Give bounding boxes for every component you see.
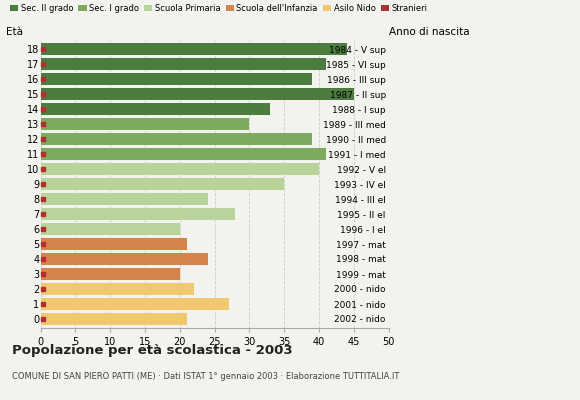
Bar: [41, 163, 319, 175]
Text: Popolazione per età scolastica - 2003: Popolazione per età scolastica - 2003: [12, 344, 292, 357]
Text: COMUNE DI SAN PIERO PATTI (ME) · Dati ISTAT 1° gennaio 2003 · Elaborazione TUTTI: COMUNE DI SAN PIERO PATTI (ME) · Dati IS…: [12, 372, 399, 381]
Bar: [41, 193, 208, 205]
Bar: [41, 298, 229, 310]
Bar: [41, 43, 347, 55]
Bar: [41, 178, 284, 190]
Legend: Sec. II grado, Sec. I grado, Scuola Primaria, Scuola dell'Infanzia, Asilo Nido, : Sec. II grado, Sec. I grado, Scuola Prim…: [10, 4, 427, 13]
Text: Età: Età: [6, 27, 23, 37]
Bar: [41, 253, 208, 265]
Text: Anno di nascita: Anno di nascita: [389, 27, 469, 37]
Bar: [41, 283, 194, 295]
Bar: [41, 208, 235, 220]
Bar: [41, 313, 187, 325]
Bar: [41, 88, 354, 100]
Bar: [41, 223, 180, 235]
Bar: [41, 268, 180, 280]
Bar: [41, 118, 249, 130]
Bar: [41, 73, 312, 85]
Bar: [41, 133, 312, 145]
Bar: [41, 238, 187, 250]
Bar: [41, 148, 326, 160]
Bar: [41, 58, 326, 70]
Bar: [41, 103, 270, 115]
